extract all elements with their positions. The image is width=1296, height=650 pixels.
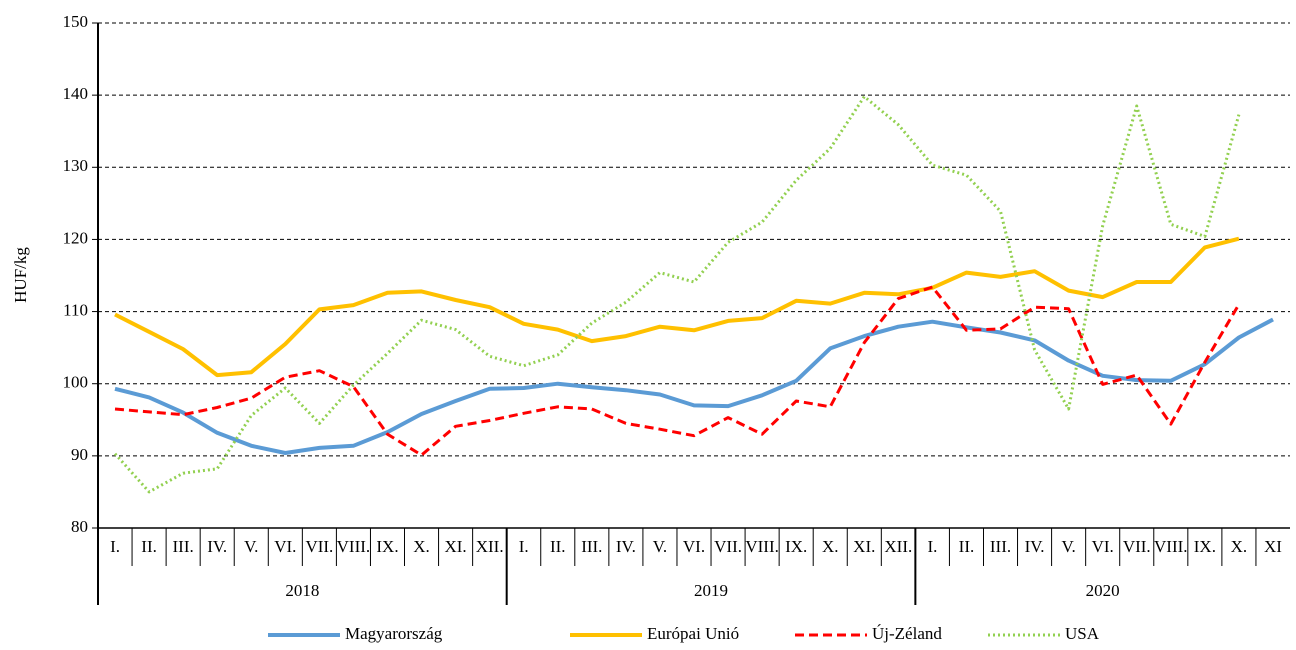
x-tick-label: XII. <box>884 537 912 556</box>
x-tick-label: II. <box>959 537 975 556</box>
x-tick-label: IX. <box>785 537 807 556</box>
y-tick-label: 130 <box>63 156 89 175</box>
x-group-label: 2019 <box>694 581 728 600</box>
x-tick-label: IV. <box>207 537 227 556</box>
y-tick-label: 120 <box>63 228 89 247</box>
x-tick-label: V. <box>1061 537 1075 556</box>
x-tick-label: X. <box>1231 537 1248 556</box>
legend-label: Európai Unió <box>647 624 739 643</box>
x-tick-label: I. <box>927 537 937 556</box>
x-tick-label: XI. <box>444 537 466 556</box>
series-line <box>114 317 1274 455</box>
x-tick-label: I. <box>110 537 120 556</box>
x-tick-label: X. <box>413 537 430 556</box>
x-tick-label: V. <box>244 537 258 556</box>
x-group-label: 2018 <box>285 581 319 600</box>
x-tick-label: VI. <box>274 537 296 556</box>
x-tick-label: III. <box>990 537 1011 556</box>
x-tick-label: III. <box>581 537 602 556</box>
x-tick-label: VI. <box>1092 537 1114 556</box>
x-tick-label: XII. <box>476 537 504 556</box>
x-tick-label: VIII. <box>745 537 779 556</box>
series-line <box>114 285 1241 457</box>
x-tick-label: VIII. <box>337 537 371 556</box>
x-tick-label: XI <box>1264 537 1282 556</box>
x-tick-label: XI. <box>853 537 875 556</box>
y-tick-label: 80 <box>71 517 88 536</box>
x-tick-label: I. <box>519 537 529 556</box>
y-axis-label: HUF/kg <box>11 247 30 303</box>
x-tick-label: IV. <box>616 537 636 556</box>
x-tick-label: V. <box>653 537 667 556</box>
x-group-label: 2020 <box>1086 581 1120 600</box>
x-tick-label: IX. <box>1194 537 1216 556</box>
x-tick-label: II. <box>141 537 157 556</box>
x-tick-label: VIII. <box>1154 537 1188 556</box>
x-tick-label: VII. <box>714 537 742 556</box>
legend-label: Új-Zéland <box>872 624 942 643</box>
legend-label: Magyarország <box>345 624 443 643</box>
y-tick-label: 110 <box>63 300 88 319</box>
x-tick-label: IV. <box>1025 537 1045 556</box>
x-tick-label: VII. <box>1123 537 1151 556</box>
x-tick-label: X. <box>822 537 839 556</box>
series-line <box>113 95 1241 494</box>
legend-label: USA <box>1065 624 1100 643</box>
x-tick-label: VII. <box>305 537 333 556</box>
y-tick-label: 100 <box>63 373 89 392</box>
x-tick-label: II. <box>550 537 566 556</box>
y-tick-label: 140 <box>63 84 89 103</box>
y-tick-label: 150 <box>63 12 89 31</box>
y-tick-label: 90 <box>71 445 88 464</box>
x-tick-label: IX. <box>376 537 398 556</box>
x-tick-label: VI. <box>683 537 705 556</box>
series-line <box>114 236 1240 378</box>
x-tick-label: III. <box>173 537 194 556</box>
